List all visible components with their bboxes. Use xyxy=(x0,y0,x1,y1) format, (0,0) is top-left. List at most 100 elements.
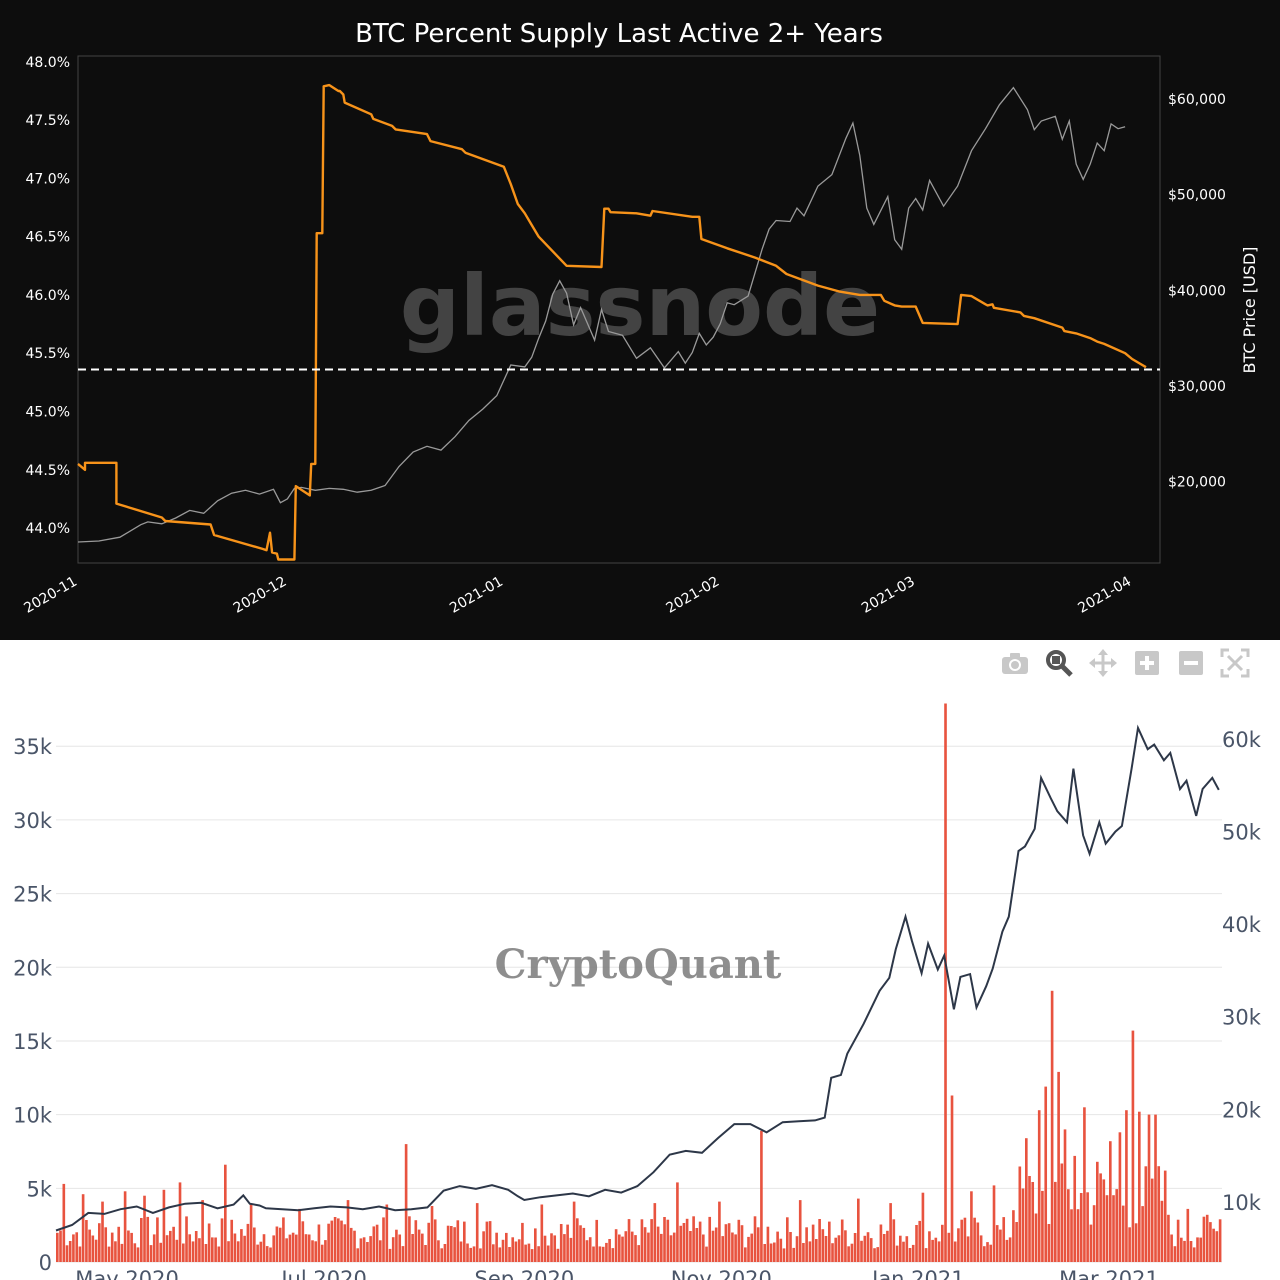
volume-bar xyxy=(1086,1192,1089,1262)
volume-bar xyxy=(1125,1110,1128,1262)
y-tick-label: 5k xyxy=(26,1177,52,1201)
volume-bar xyxy=(349,1227,353,1262)
pan-icon[interactable] xyxy=(1088,648,1118,678)
volume-bar xyxy=(643,1227,647,1262)
volume-bar xyxy=(330,1220,334,1262)
volume-bar xyxy=(68,1241,72,1262)
volume-bar xyxy=(1196,1237,1199,1262)
volume-bar xyxy=(1215,1231,1219,1262)
volume-bar xyxy=(789,1232,792,1262)
y-tick-label: 45.5% xyxy=(26,346,70,362)
volume-bar xyxy=(110,1232,114,1262)
volume-bar xyxy=(505,1232,508,1262)
volume-bar xyxy=(198,1238,201,1262)
volume-bar xyxy=(188,1234,192,1262)
volume-bar xyxy=(1037,1110,1041,1262)
volume-bar xyxy=(78,1246,82,1262)
volume-bar xyxy=(837,1235,841,1262)
bar-series xyxy=(56,703,1222,1262)
volume-bar xyxy=(866,1232,870,1262)
volume-bar xyxy=(899,1235,902,1262)
volume-bar xyxy=(165,1235,169,1262)
volume-bar xyxy=(511,1237,515,1262)
volume-bar xyxy=(1028,1176,1031,1262)
volume-bar xyxy=(1131,1030,1135,1262)
volume-bar xyxy=(695,1228,699,1262)
volume-bar xyxy=(1121,1205,1125,1262)
y-tick-label: 30k xyxy=(13,809,53,833)
volume-bar xyxy=(514,1241,518,1262)
volume-bar xyxy=(621,1236,624,1262)
volume-bar xyxy=(385,1204,389,1262)
volume-bar xyxy=(740,1225,744,1262)
volume-bar xyxy=(598,1246,602,1262)
volume-bar xyxy=(702,1234,705,1262)
volume-bar xyxy=(1031,1182,1035,1262)
volume-bar xyxy=(941,1224,944,1262)
volume-bar xyxy=(1134,1223,1138,1262)
x-axis-ticks: May 2020 Jul 2020 Sep 2020 Nov 2020 Jan 2021… xyxy=(75,1267,1159,1280)
y-tick-label: 35k xyxy=(13,735,53,759)
volume-bar xyxy=(127,1230,130,1262)
volume-bar xyxy=(1076,1209,1080,1262)
volume-bar xyxy=(666,1219,670,1262)
autoscale-icon[interactable] xyxy=(1220,648,1250,678)
volume-bar xyxy=(256,1244,259,1262)
volume-bar xyxy=(414,1220,418,1262)
right-axis-ticks: $20,000 $30,000 $40,000 $50,000 $60,000 xyxy=(1168,92,1226,491)
volume-bar xyxy=(776,1231,779,1262)
volume-bar xyxy=(1008,1237,1012,1262)
volume-bar xyxy=(724,1224,728,1262)
volume-bar xyxy=(143,1195,146,1262)
volume-bar xyxy=(634,1235,637,1262)
volume-bar xyxy=(989,1244,993,1262)
volume-bar xyxy=(275,1226,279,1262)
zoom-in-icon[interactable] xyxy=(1132,648,1162,678)
volume-bar xyxy=(1021,1188,1025,1262)
volume-bar xyxy=(1067,1189,1070,1262)
volume-bar xyxy=(937,1241,941,1262)
volume-bar xyxy=(808,1241,812,1262)
volume-bar xyxy=(101,1201,104,1262)
volume-bar xyxy=(1105,1195,1109,1262)
volume-bar xyxy=(760,1130,763,1262)
volume-bar xyxy=(595,1219,599,1262)
volume-bar xyxy=(450,1226,453,1262)
x-axis-ticks: 2020-11 2020-12 2021-01 2021-02 2021-03 2021-… xyxy=(21,574,1134,617)
volume-bar xyxy=(685,1218,689,1262)
volume-bar xyxy=(860,1240,863,1262)
volume-bar xyxy=(498,1247,502,1262)
chart-toolbar xyxy=(1000,648,1250,678)
volume-bar xyxy=(834,1237,838,1262)
x-tick-label: 2021-02 xyxy=(664,574,723,617)
volume-bar xyxy=(194,1231,198,1262)
y-tick-label: 47.0% xyxy=(26,171,70,187)
volume-bar xyxy=(1050,990,1054,1262)
volume-bar xyxy=(421,1233,424,1262)
volume-bar xyxy=(828,1221,831,1262)
left-axis-ticks: 0 5k 10k 15k 20k 25k 30k 35k xyxy=(13,735,53,1275)
volume-bar xyxy=(521,1222,524,1262)
volume-bar xyxy=(1054,1181,1057,1262)
y-tick-label: 44.0% xyxy=(26,521,70,537)
x-tick-label: Sep 2020 xyxy=(474,1267,574,1280)
volume-bar xyxy=(576,1218,579,1262)
volume-bar xyxy=(485,1221,489,1262)
volume-bar xyxy=(769,1243,773,1262)
volume-bar xyxy=(795,1236,799,1262)
zoom-out-icon[interactable] xyxy=(1176,648,1206,678)
volume-bar xyxy=(295,1234,298,1262)
volume-bar xyxy=(240,1229,243,1262)
volume-bar xyxy=(831,1243,834,1262)
volume-bar xyxy=(553,1235,557,1262)
camera-icon[interactable] xyxy=(1000,648,1030,678)
volume-bar xyxy=(753,1216,757,1262)
volume-bar xyxy=(711,1230,715,1262)
volume-bar xyxy=(747,1236,750,1262)
x-tick-label: Jul 2020 xyxy=(279,1267,366,1280)
volume-bar xyxy=(372,1226,376,1262)
zoom-icon[interactable] xyxy=(1044,648,1074,678)
volume-bar xyxy=(1209,1222,1212,1262)
glassnode-watermark: glassnode xyxy=(400,257,880,355)
volume-bar xyxy=(411,1234,414,1262)
